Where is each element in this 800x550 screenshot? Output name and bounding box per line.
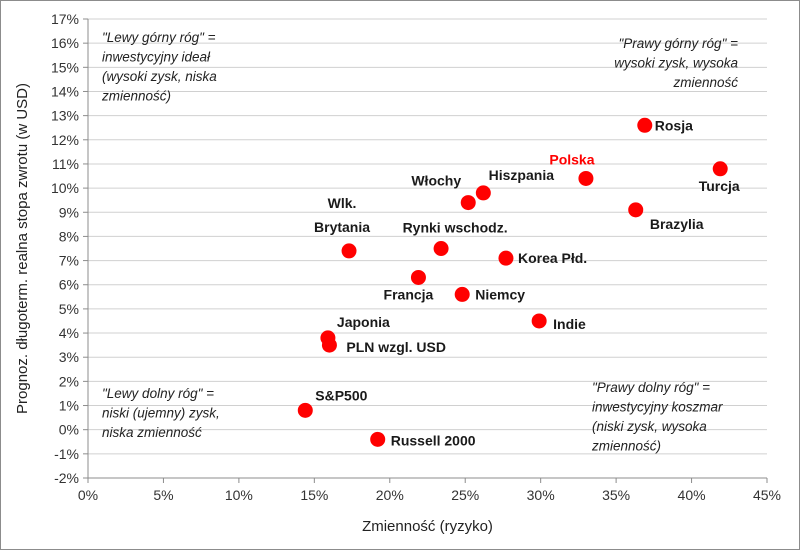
data-point-pln-wzgl-usd [321, 337, 337, 353]
data-point-rosja [637, 117, 653, 133]
data-point-russell-2000 [370, 431, 386, 447]
y-tick-label: 14% [51, 83, 79, 99]
point-label-włochy: Włochy [411, 173, 461, 189]
y-tick-label: 7% [59, 253, 79, 269]
x-tick-label: 5% [153, 487, 173, 503]
y-tick-label: 9% [59, 204, 79, 220]
point-label-brazylia: Brazylia [650, 216, 704, 232]
y-tick-label: 1% [59, 398, 79, 414]
data-point-francja [410, 269, 426, 285]
data-point-niemcy [454, 286, 470, 302]
y-tick-label: 12% [51, 132, 79, 148]
annotation-top-left: "Lewy górny róg" = inwestycyjny ideał (wys… [101, 30, 217, 104]
x-tick-label: 15% [300, 487, 328, 503]
y-tick-label: 17% [51, 11, 79, 27]
y-tick-label: 3% [59, 349, 79, 365]
y-tick-label: -2% [54, 470, 79, 486]
axis-layer: -2% -1% 0% 1% 2% 3% 4% 5% 6% 7% 8% 9% 10% 11% 12% 13% 14… [51, 11, 781, 503]
data-point-włochy [460, 195, 476, 211]
y-tick-label: 4% [59, 325, 79, 341]
point-label-japonia: Japonia [337, 314, 390, 330]
annotation-top-right: "Prawy górny róg" = wysoki zysk, wysoka zm… [614, 36, 738, 90]
point-label-pln-wzgl-usd: PLN wzgl. USD [346, 339, 446, 355]
y-tick-label: 13% [51, 108, 79, 124]
data-point-hiszpania [475, 185, 491, 201]
annotation-bottom-right: "Prawy dolny róg" = inwestycyjny koszmar(… [591, 380, 723, 454]
point-label-korea-płd: Korea Płd. [518, 250, 587, 266]
x-tick-label: 0% [78, 487, 98, 503]
data-point-polska [578, 170, 594, 186]
x-tick-label: 30% [527, 487, 555, 503]
x-tick-label: 45% [753, 487, 781, 503]
annotation-layer: "Lewy górny róg" = inwestycyjny ideał (wys… [101, 30, 738, 454]
point-label-russell-2000: Russell 2000 [391, 432, 476, 448]
annotation-bottom-left: "Lewy dolny róg" = niski (ujemny) zysk, ni… [102, 386, 220, 440]
y-tick-label: 5% [59, 301, 79, 317]
data-point-korea-płd [498, 250, 514, 266]
y-tick-label: 6% [59, 277, 79, 293]
point-label-s-p500: S&P500 [315, 387, 367, 403]
data-point-rynki-wschodz [433, 241, 449, 256]
y-tick-label: 16% [51, 35, 79, 51]
x-tick-label: 20% [376, 487, 404, 503]
data-point-brazylia [628, 202, 644, 218]
y-axis-title: Prognoz. długoterm. realna stopa zwrotu … [14, 83, 31, 414]
x-tick-label: 10% [225, 487, 253, 503]
point-label-hiszpania: Hiszpania [489, 167, 555, 183]
point-label-niemcy: Niemcy [475, 286, 525, 302]
x-tick-label: 35% [602, 487, 630, 503]
point-label-francja: Francja [384, 286, 434, 302]
x-tick-label: 25% [451, 487, 479, 503]
data-point-turcja [712, 161, 728, 177]
y-tick-label: 10% [51, 180, 79, 196]
data-point-s-p500 [297, 402, 313, 418]
y-tick-label: 0% [59, 422, 79, 438]
y-tick-label: 15% [51, 59, 79, 75]
data-point-indie [531, 313, 547, 329]
y-tick-label: 2% [59, 373, 79, 389]
y-tick-label: -1% [54, 446, 79, 462]
y-tick-label: 8% [59, 228, 79, 244]
y-tick-label: 11% [52, 156, 79, 172]
point-label-rosja: Rosja [655, 117, 693, 133]
point-label-turcja: Turcja [699, 178, 740, 194]
data-point-wlk-brytania [341, 243, 357, 259]
point-label-polska: Polska [549, 151, 594, 167]
x-tick-label: 40% [678, 487, 706, 503]
point-label-wlk-brytania: Wlk. Brytania [314, 195, 370, 235]
x-axis-title: Zmienność (ryzyko) [362, 518, 493, 535]
point-label-indie: Indie [553, 316, 586, 332]
point-label-rynki-wschodz: Rynki wschodz. [403, 220, 508, 236]
